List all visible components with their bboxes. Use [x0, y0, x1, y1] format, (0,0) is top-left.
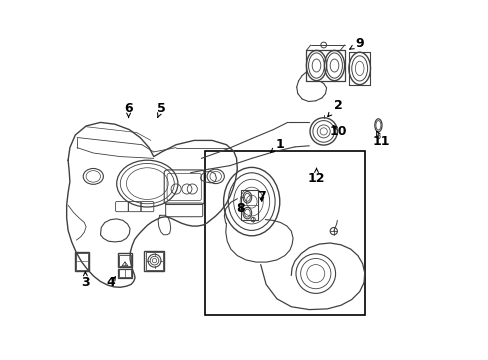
- Text: 11: 11: [372, 131, 389, 148]
- Bar: [241, 190, 258, 220]
- Bar: [76, 253, 88, 270]
- Text: 1: 1: [270, 138, 284, 153]
- Bar: [118, 269, 131, 277]
- Bar: [204, 151, 365, 315]
- Text: 4: 4: [107, 276, 116, 289]
- Text: 9: 9: [349, 37, 363, 50]
- Text: 5: 5: [157, 102, 166, 117]
- Text: 10: 10: [329, 125, 346, 138]
- Text: 7: 7: [257, 190, 265, 203]
- Bar: [75, 252, 89, 271]
- Text: 2: 2: [327, 99, 342, 117]
- Text: 12: 12: [307, 168, 325, 185]
- Bar: [118, 253, 132, 267]
- Bar: [119, 255, 131, 266]
- Bar: [145, 252, 163, 270]
- Text: 8: 8: [235, 202, 244, 215]
- Bar: [118, 269, 132, 278]
- Bar: [144, 251, 164, 271]
- Text: 3: 3: [81, 272, 89, 289]
- Text: 6: 6: [124, 102, 133, 117]
